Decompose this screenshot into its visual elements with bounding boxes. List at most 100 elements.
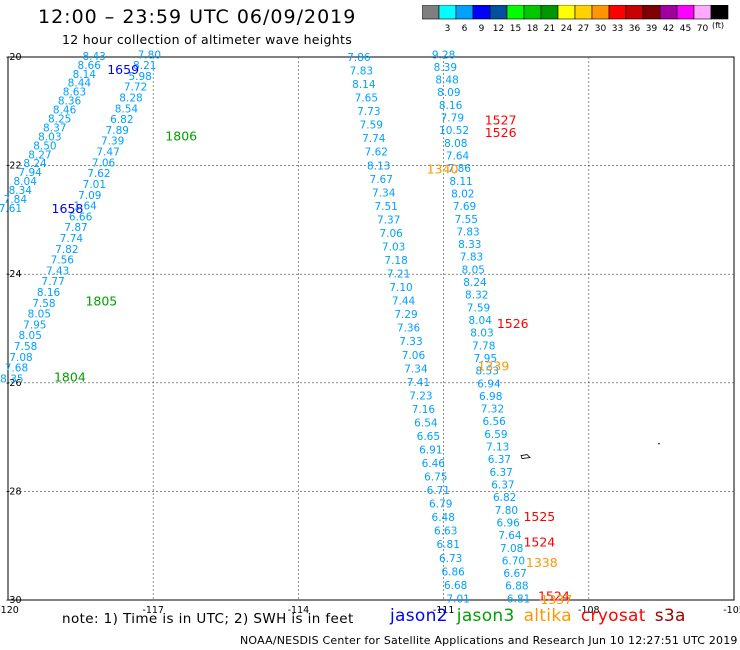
swh-value-label: 8.43 <box>82 51 105 63</box>
swh-value-label: 6.82 <box>110 114 133 126</box>
swh-value-label: 6.96 <box>496 517 520 529</box>
swh-value-label: 7.89 <box>106 125 129 137</box>
swh-value-label: 8.24 <box>463 277 487 289</box>
swh-value-label: 8.25 <box>48 114 71 126</box>
swh-value-label: 7.86 <box>448 163 472 175</box>
colorbar-bin <box>710 5 729 20</box>
satellite-legend: jason2 jason3 altika cryosat s3a <box>390 606 686 626</box>
swh-value-label: 7.64 <box>446 151 470 163</box>
lon-tick-label: -105 <box>723 605 740 616</box>
swh-value-label: 8.53 <box>476 366 499 378</box>
swh-value-label: 7.58 <box>14 341 37 353</box>
swh-value-label: 7.01 <box>446 593 469 605</box>
swh-value-label: 6.91 <box>419 444 442 456</box>
footnote: note: 1) Time is in UTC; 2) SWH is in fe… <box>62 611 354 627</box>
colorbar-tick-label: 15 <box>510 24 521 34</box>
swh-value-label: 7.58 <box>32 298 55 310</box>
swh-value-label: 8.14 <box>73 69 97 81</box>
pass-time-label: 1339 <box>477 358 509 373</box>
swh-value-label: 8.36 <box>58 96 82 108</box>
swh-value-label: 7.56 <box>51 255 75 267</box>
swh-value-label: 6.48 <box>432 512 455 524</box>
swh-value-label: 7.34 <box>404 363 428 375</box>
pass-time-label: 1526 <box>497 316 529 331</box>
colorbar-tick-label: 18 <box>527 24 539 34</box>
swh-value-label: 6.70 <box>502 555 525 567</box>
swh-value-label: 8.32 <box>465 290 488 302</box>
swh-value-label: 8.39 <box>434 62 457 74</box>
swh-value-label: 8.63 <box>63 87 86 99</box>
swh-value-label: 6.94 <box>477 378 501 390</box>
swh-value-label: 7.62 <box>365 147 388 159</box>
swh-value-label: 7.21 <box>387 269 410 281</box>
pass-time-label: 1338 <box>526 555 558 570</box>
swh-value-label: 7.73 <box>357 106 380 118</box>
satellite-legend-jason2: jason2 <box>390 606 448 626</box>
swh-value-label: 8.16 <box>439 100 463 112</box>
swh-value-label: 8.16 <box>37 287 61 299</box>
swh-value-label: 7.32 <box>481 404 504 416</box>
swh-value-label: 8.14 <box>352 79 376 91</box>
swh-value-label: 7.06 <box>402 350 426 362</box>
swh-value-label: 7.06 <box>92 157 116 169</box>
wave-height-colorbar: 3 6 9 12 15 18 21 24 27 30 33 36 39 42 45 70 <box>422 5 729 34</box>
swh-value-label: 7.08 <box>9 352 32 364</box>
lat-tick-label: -20 <box>6 52 22 63</box>
swh-value-label: 7.41 <box>407 377 430 389</box>
colorbar-tick-label: 27 <box>578 24 589 34</box>
pass-time-label: 1337 <box>540 592 572 607</box>
swh-value-label: 7.61 <box>0 203 22 215</box>
swh-value-label: 7.08 <box>500 543 523 555</box>
swh-value-label: 6.67 <box>503 568 526 580</box>
lon-tick-label: -114 <box>288 605 310 616</box>
swh-value-label: 7.83 <box>460 252 483 264</box>
pass-time-label: 1527 <box>485 112 517 127</box>
swh-value-label: 7.64 <box>498 530 522 542</box>
pass-time-label: 1525 <box>523 509 555 524</box>
swh-value-label: 7.95 <box>474 353 497 365</box>
swh-value-label: 7.06 <box>379 228 403 240</box>
swh-value-label: 6.75 <box>424 472 447 484</box>
swh-value-label: 8.04 <box>469 315 493 327</box>
swh-value-label: 7.77 <box>41 276 64 288</box>
swh-value-label: 7.68 <box>5 363 28 375</box>
swh-value-label: 8.48 <box>435 75 458 87</box>
swh-value-label: 8.05 <box>28 309 51 321</box>
swh-value-label: 7.83 <box>456 226 479 238</box>
swh-value-label: 8.46 <box>53 105 77 117</box>
swh-value-label: 7.62 <box>87 168 110 180</box>
swh-value-label: 8.44 <box>68 78 92 90</box>
swh-value-label: 7.72 <box>124 82 147 94</box>
swh-value-label: 8.05 <box>19 330 42 342</box>
swh-value-label: 6.86 <box>441 566 465 578</box>
colorbar-tick-label: 33 <box>612 24 623 34</box>
swh-value-label: 7.47 <box>96 147 119 159</box>
swh-value-label: 6.37 <box>491 479 514 491</box>
swh-value-label: 6.37 <box>489 467 512 479</box>
colorbar-tick-label: 39 <box>646 24 658 34</box>
pass-time-label: 1658 <box>52 201 84 216</box>
swh-value-label: 7.18 <box>384 255 407 267</box>
swh-value-label: 6.81 <box>507 593 530 605</box>
swh-value-label: 7.94 <box>18 167 42 179</box>
swh-value-label: 6.71 <box>427 485 450 497</box>
colorbar-tick-label: 36 <box>629 24 641 34</box>
colorbar-tick-label: 45 <box>680 24 691 34</box>
swh-value-label: 7.80 <box>138 49 161 61</box>
lat-tick-label: -24 <box>6 269 22 280</box>
pass-time-label: 1524 <box>523 534 555 549</box>
map-title: 12:00 – 23:59 UTC 06/09/2019 <box>38 6 357 28</box>
colorbar-tick-label: 42 <box>663 24 674 34</box>
island-dot <box>658 442 660 445</box>
swh-value-label: 7.10 <box>389 282 412 294</box>
swh-value-label: 7.01 <box>83 179 106 191</box>
swh-value-label: 7.23 <box>409 390 432 402</box>
pass-time-label: 1806 <box>165 129 197 144</box>
colorbar-tick-label: 24 <box>561 24 573 34</box>
swh-value-label: 6.46 <box>422 458 446 470</box>
swh-value-label: 8.28 <box>119 93 142 105</box>
satellite-legend-jason3: jason3 <box>456 606 515 626</box>
swh-value-label: 8.34 <box>9 185 33 197</box>
swh-value-label: 6.73 <box>439 553 462 565</box>
lon-tick-label: -117 <box>142 605 164 616</box>
